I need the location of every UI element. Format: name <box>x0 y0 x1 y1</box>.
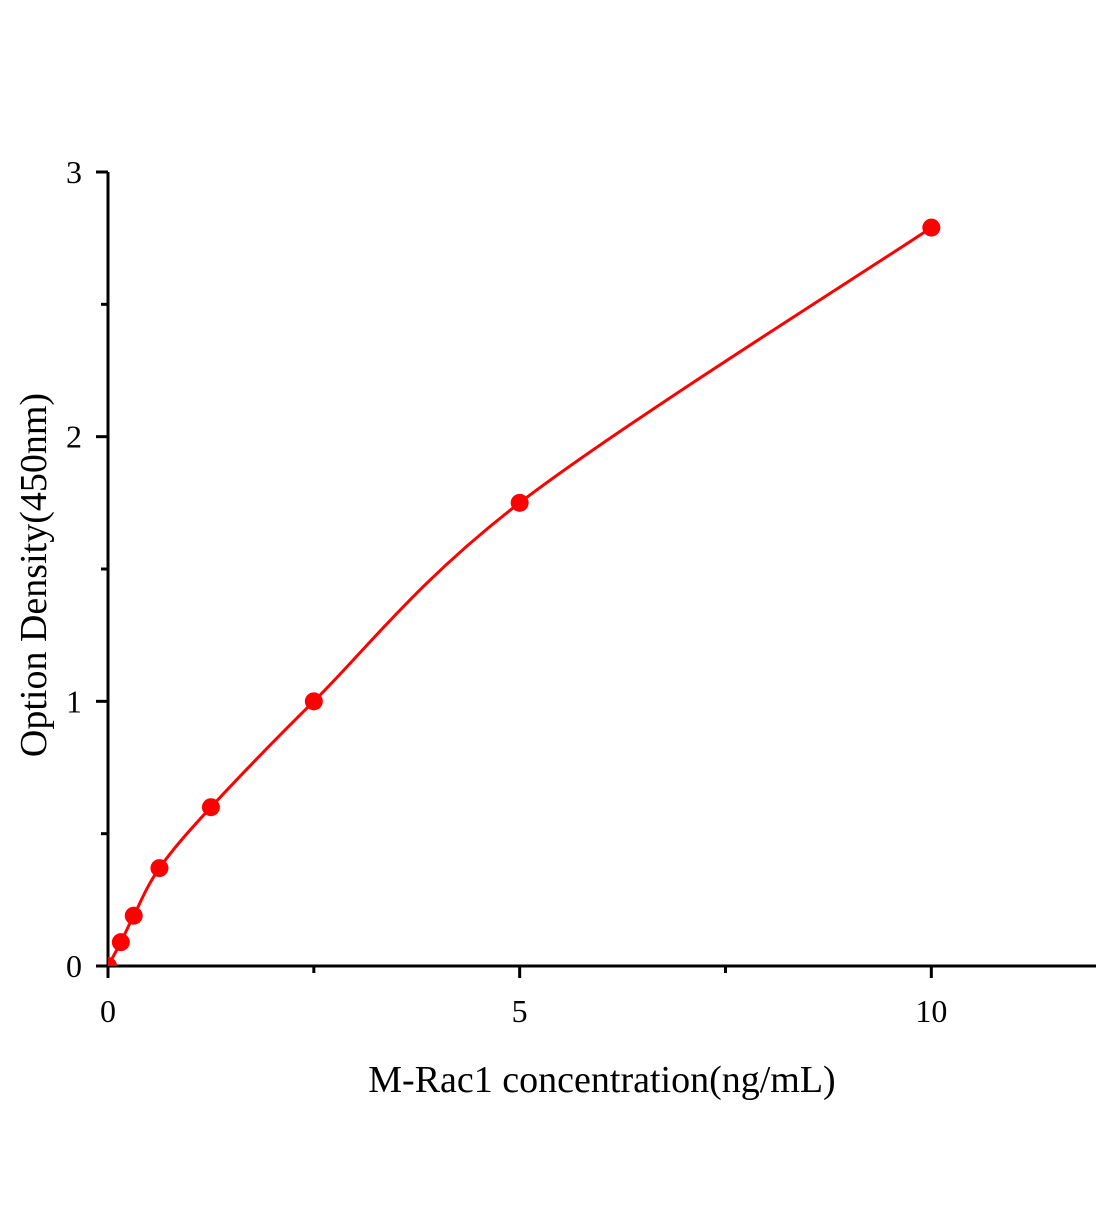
y-tick-label: 3 <box>66 154 82 190</box>
x-tick-label: 5 <box>512 993 528 1029</box>
x-tick-label: 10 <box>915 993 947 1029</box>
data-marks <box>108 218 941 966</box>
y-axis-label: Option Density(450nm) <box>13 393 55 757</box>
fit-curve <box>108 226 933 966</box>
data-point <box>304 692 323 711</box>
y-tick-label: 1 <box>66 683 82 719</box>
y-tick-label: 2 <box>66 419 82 455</box>
x-tick-label: 0 <box>100 993 116 1029</box>
data-point <box>922 218 941 237</box>
data-point <box>150 859 169 878</box>
data-point <box>510 493 529 512</box>
data-point <box>111 933 130 952</box>
axes: 0 5 10 0 1 2 3 <box>66 154 1096 1029</box>
data-point <box>108 957 117 966</box>
data-point <box>201 798 220 817</box>
y-tick-label: 0 <box>66 948 82 984</box>
data-point <box>124 906 143 925</box>
x-axis-label: M-Rac1 concentration(ng/mL) <box>368 1059 835 1101</box>
